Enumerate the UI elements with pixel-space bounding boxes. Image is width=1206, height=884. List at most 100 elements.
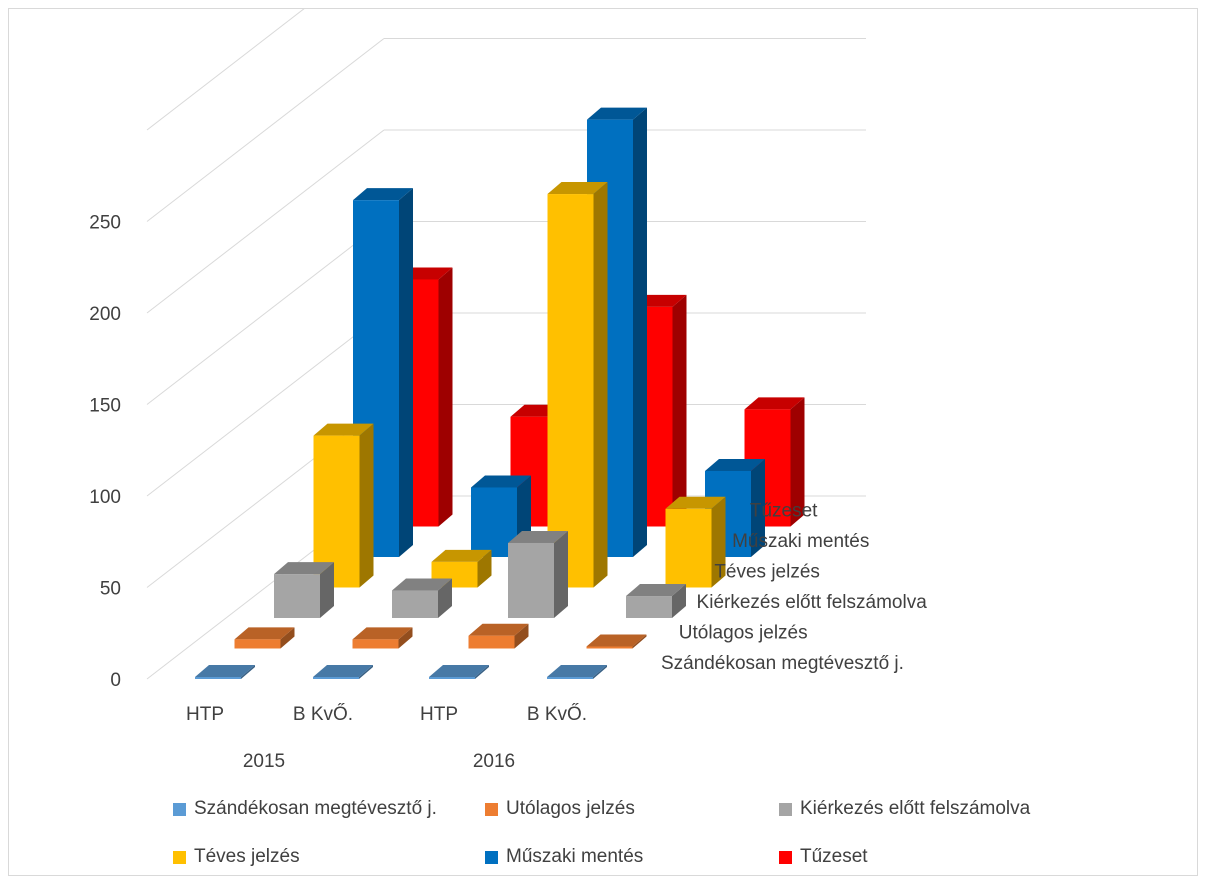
y-tick-label: 150 [89, 396, 121, 417]
y-tick-label: 50 [100, 579, 121, 600]
y-tick-label: 100 [89, 487, 121, 508]
bar-side [359, 665, 373, 679]
bar-top [313, 665, 373, 677]
legend-label: Műszaki mentés [506, 846, 644, 867]
bar-top [547, 182, 608, 195]
bar-side [790, 397, 805, 527]
legend-label: Téves jelzés [194, 846, 300, 867]
bar [665, 508, 712, 588]
bar [274, 574, 320, 618]
legend-label: Kiérkezés előtt felszámolva [800, 798, 1031, 819]
bar-side [514, 623, 529, 649]
bar-side [672, 584, 686, 618]
bar-side [438, 578, 452, 618]
bar-side [672, 294, 687, 527]
bar-top [234, 627, 295, 640]
legend-label: Utólagos jelzés [506, 798, 635, 819]
bar [547, 677, 593, 679]
bar [508, 542, 554, 618]
x-group-label: 2015 [243, 751, 285, 772]
depth-axis-label: Műszaki mentés [732, 531, 869, 552]
bar-side [280, 627, 295, 649]
bar [195, 677, 241, 679]
bar-side [593, 665, 607, 679]
bar-top [274, 562, 334, 575]
bar-side [477, 549, 492, 588]
bar-side [399, 188, 413, 557]
bar-top [352, 627, 413, 640]
chart-frame: 0 50 100 150 200 250 Szándékosan megtévesztő j… [8, 0, 1198, 876]
legend-item: Szándékosan megtévesztő j. [173, 798, 437, 820]
bar-top [471, 475, 531, 488]
bar-top [431, 549, 492, 562]
depth-axis-label: Szándékosan megtévesztő j. [661, 653, 904, 674]
bar [586, 646, 633, 649]
x-group-label: 2016 [473, 751, 515, 772]
bar-top [195, 665, 255, 677]
legend-label: Szándékosan megtévesztő j. [194, 798, 437, 819]
bar-top [547, 665, 607, 677]
legend-item: Téves jelzés [173, 846, 300, 868]
bar [234, 639, 281, 649]
legend-item: Tűzeset [779, 846, 868, 868]
bar-top [353, 188, 413, 201]
depth-axis-label: Utólagos jelzés [679, 623, 808, 644]
legend-label: Tűzeset [800, 846, 868, 867]
bar-top [392, 578, 452, 591]
legend-item: Kiérkezés előtt felszámolva [779, 798, 1030, 820]
legend-swatch [173, 802, 186, 816]
bar-top [468, 623, 529, 636]
chart-3d-column: 0 50 100 150 200 250 Szándékosan megtévesztő j… [89, 0, 928, 772]
bar-side [359, 423, 374, 588]
x-tick-label: B KvŐ. [527, 703, 587, 725]
legend-swatch [173, 850, 186, 864]
bar [392, 590, 438, 618]
bar-top [626, 584, 686, 597]
bar-side [633, 107, 647, 557]
y-tick-label: 200 [89, 304, 121, 325]
x-tick-label: HTP [420, 704, 458, 725]
side-gridline [146, 0, 317, 131]
bar [313, 677, 359, 679]
bar [468, 635, 515, 649]
bar-side [241, 665, 255, 679]
bar-side [554, 530, 568, 618]
bar-side [751, 458, 765, 557]
bar-top [429, 665, 489, 677]
side-gridline [146, 38, 385, 222]
bar-side [593, 182, 608, 588]
legend-swatch [779, 802, 792, 816]
bar-top [705, 458, 765, 471]
bar-top [665, 496, 726, 509]
depth-axis-label: Téves jelzés [714, 562, 820, 583]
bar [547, 194, 594, 588]
bar-top [586, 634, 647, 647]
legend-item: Utólagos jelzés [485, 798, 635, 820]
bar-top [744, 397, 805, 410]
depth-axis-label: Tűzeset [750, 501, 818, 522]
y-tick-label: 0 [110, 670, 121, 691]
side-gridline [146, 312, 385, 497]
bar-side [398, 627, 413, 649]
legend-swatch [779, 850, 792, 864]
y-tick-label: 250 [89, 213, 121, 234]
legend-swatch [485, 850, 498, 864]
legend-swatch [485, 802, 498, 816]
bar-side [632, 634, 647, 649]
legend-item: Műszaki mentés [485, 846, 643, 868]
bar-side [711, 496, 726, 588]
side-gridline [146, 129, 385, 314]
side-gridline [146, 221, 385, 405]
bar [429, 677, 475, 679]
bar [352, 639, 399, 649]
bar [626, 596, 672, 618]
depth-axis-label: Kiérkezés előtt felszámolva [697, 592, 928, 613]
bar-top [313, 423, 374, 436]
bar-side [475, 665, 489, 679]
x-tick-label: B KvŐ. [293, 703, 353, 725]
bar-side [438, 267, 453, 527]
bar-top [587, 107, 647, 120]
bar-side [320, 562, 334, 618]
x-tick-label: HTP [186, 704, 224, 725]
bar-top [508, 530, 568, 543]
